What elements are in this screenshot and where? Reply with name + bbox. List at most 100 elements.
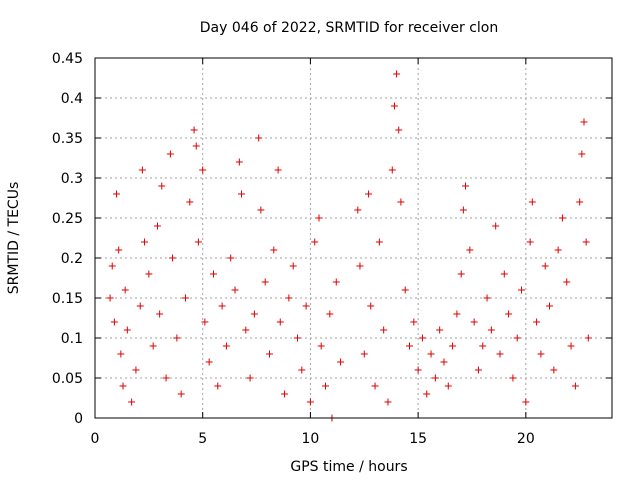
data-point (177, 390, 185, 398)
data-point (459, 206, 467, 214)
data-point (285, 294, 293, 302)
y-tick-labels: 0 0.05 0.1 0.15 0.2 0.25 0.3 0.35 0.4 0.45 (52, 51, 83, 427)
data-point (113, 190, 121, 198)
data-point (384, 398, 392, 406)
data-point (138, 166, 146, 174)
data-point (121, 286, 129, 294)
data-point (166, 150, 174, 158)
data-point (162, 374, 170, 382)
data-point (423, 390, 431, 398)
data-point (186, 198, 194, 206)
y-tick-label: 0.3 (61, 171, 83, 187)
y-tick-label: 0.1 (61, 331, 83, 347)
data-point (274, 166, 282, 174)
data-point (106, 294, 114, 302)
data-point (156, 310, 164, 318)
data-point (119, 382, 127, 390)
data-point (496, 350, 504, 358)
data-point (466, 246, 474, 254)
data-point (509, 374, 517, 382)
data-point (393, 70, 401, 78)
data-point (257, 206, 265, 214)
data-point (149, 342, 157, 350)
data-point (235, 158, 243, 166)
data-point (546, 302, 554, 310)
data-point (158, 182, 166, 190)
y-tick-label: 0.15 (52, 291, 83, 307)
data-point (571, 382, 579, 390)
data-point (528, 198, 536, 206)
data-point (136, 302, 144, 310)
data-point (128, 398, 136, 406)
data-point (110, 318, 118, 326)
x-tick-label: 0 (91, 431, 100, 447)
data-point (242, 326, 250, 334)
x-tick-label: 5 (198, 431, 207, 447)
data-point (218, 302, 226, 310)
data-point (367, 302, 375, 310)
data-point (537, 350, 545, 358)
data-point (321, 382, 329, 390)
data-point (141, 238, 149, 246)
data-point (231, 286, 239, 294)
axis-ticks (94, 57, 612, 419)
data-point (444, 382, 452, 390)
data-point (449, 342, 457, 350)
data-point (470, 318, 478, 326)
data-point (261, 278, 269, 286)
data-point (522, 398, 530, 406)
data-point (337, 358, 345, 366)
data-point (246, 374, 254, 382)
data-point (365, 190, 373, 198)
data-point (576, 198, 584, 206)
data-point (390, 102, 398, 110)
chart-title: Day 046 of 2022, SRMTID for receiver clo… (200, 20, 498, 36)
data-point (281, 390, 289, 398)
data-point (181, 294, 189, 302)
data-point (567, 342, 575, 350)
data-point (214, 382, 222, 390)
y-tick-label: 0.4 (61, 91, 83, 107)
x-axis-label: GPS time / hours (290, 459, 407, 475)
data-point (173, 334, 181, 342)
data-point (375, 238, 383, 246)
data-point (371, 382, 379, 390)
data-point (293, 334, 301, 342)
data-point (427, 350, 435, 358)
data-point (227, 254, 235, 262)
data-point (317, 342, 325, 350)
data-point (153, 222, 161, 230)
data-point (169, 254, 177, 262)
data-point (397, 198, 405, 206)
data-point (462, 182, 470, 190)
data-point (563, 278, 571, 286)
data-point (500, 270, 508, 278)
data-point (237, 190, 245, 198)
data-point (222, 342, 230, 350)
data-point (302, 302, 310, 310)
y-tick-label: 0 (74, 411, 83, 427)
grid (95, 58, 612, 418)
y-tick-label: 0.25 (52, 211, 83, 227)
data-point (306, 398, 314, 406)
data-point (436, 326, 444, 334)
plot-frame (94, 57, 613, 419)
data-point (209, 270, 217, 278)
data-point (123, 326, 131, 334)
data-point (332, 278, 340, 286)
data-point (205, 358, 213, 366)
data-point (145, 270, 153, 278)
data-point (255, 134, 263, 142)
data-point (360, 350, 368, 358)
data-point (354, 206, 362, 214)
data-point (479, 342, 487, 350)
data-point (117, 350, 125, 358)
data-point (356, 262, 364, 270)
data-points (106, 70, 592, 422)
data-point (580, 118, 588, 126)
data-point (276, 318, 284, 326)
data-point (418, 334, 426, 342)
data-point (270, 246, 278, 254)
data-point (326, 310, 334, 318)
